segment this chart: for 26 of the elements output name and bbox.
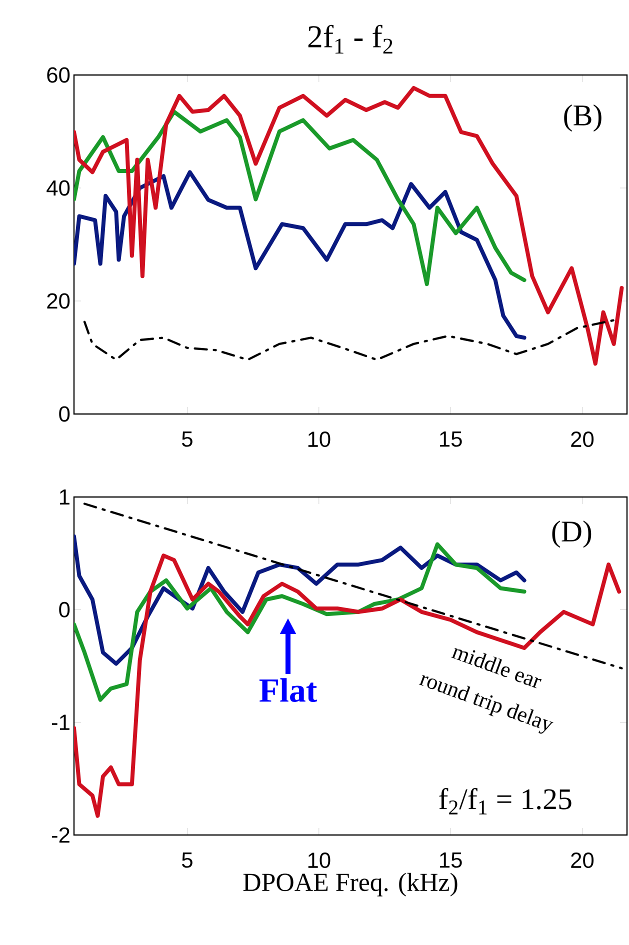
x-tick-label: 5 [182, 432, 192, 447]
x-tick-label: 20 [571, 432, 594, 448]
line-series [74, 170, 526, 340]
y-tick-label: 60 [47, 67, 70, 83]
annotation: Flat [259, 678, 318, 702]
chart-title: 2f$_{1}$ - f$_{2}$ [308, 24, 392, 54]
y-tick-label: 0 [59, 602, 70, 618]
annotation: (D) [552, 520, 592, 548]
y-tick-label: -1 [52, 714, 70, 730]
line-series [74, 110, 526, 286]
annotation: (B) [564, 104, 602, 132]
y-tick-label: 20 [47, 293, 70, 309]
y-tick-label: 1 [60, 489, 70, 505]
x-tick-label: 15 [440, 432, 462, 447]
y-tick-label: 40 [46, 180, 70, 196]
annotation: f$_{2}$/f$_{1}$ = 1.25 [439, 788, 572, 814]
x-tick-label: 20 [571, 852, 594, 868]
y-tick-label: 0 [59, 406, 70, 422]
y-tick-label: -2 [52, 827, 70, 843]
line-series [74, 86, 624, 366]
x-tick-label: 10 [308, 852, 330, 868]
x-tick-label: 5 [182, 852, 192, 868]
line-series [83, 319, 615, 361]
x-tick-label: 10 [308, 432, 330, 448]
x-axis-title: DPOAE Freq. (kHz) [243, 872, 458, 896]
x-tick-label: 15 [440, 852, 462, 868]
